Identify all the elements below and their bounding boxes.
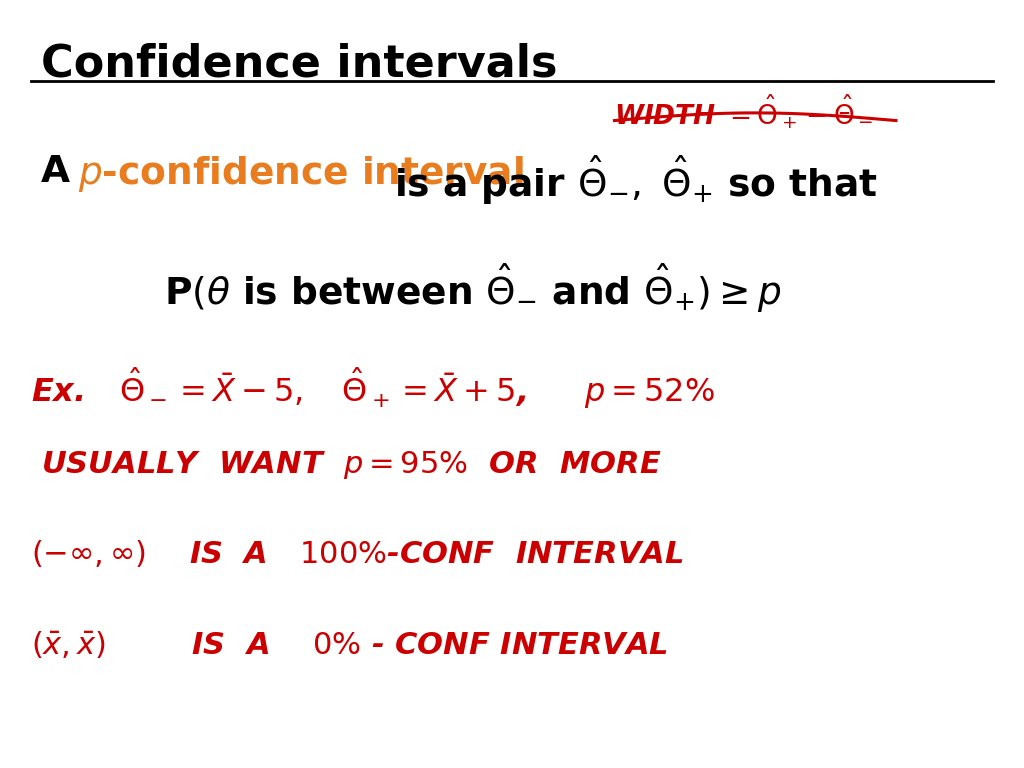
Text: Confidence intervals: Confidence intervals: [41, 42, 557, 85]
Text: $p$-confidence interval: $p$-confidence interval: [78, 154, 523, 194]
Text: WIDTH $= \hat{\Theta}_+ - \hat{\Theta}_-$: WIDTH $= \hat{\Theta}_+ - \hat{\Theta}_-…: [614, 92, 873, 131]
Text: A: A: [41, 154, 83, 190]
Text: $\mathbf{P}(\theta$ is between $\hat{\Theta}_{-}$ and $\hat{\Theta}_{+}) \geq p$: $\mathbf{P}(\theta$ is between $\hat{\Th…: [164, 261, 781, 315]
Text: USUALLY  WANT  $p = 95\%$  OR  MORE: USUALLY WANT $p = 95\%$ OR MORE: [41, 449, 662, 482]
Text: is a pair $\hat{\Theta}_{-},\ \hat{\Theta}_{+}$ so that: is a pair $\hat{\Theta}_{-},\ \hat{\Thet…: [394, 154, 878, 207]
Text: $(-\infty,\infty)$    IS  A   $100\%$-CONF  INTERVAL: $(-\infty,\infty)$ IS A $100\%$-CONF INT…: [31, 538, 683, 568]
Text: Ex.   $\hat{\Theta}_- = \bar{X}-5,\quad\hat{\Theta}_+ = \bar{X}+5$,     $p = 52\: Ex. $\hat{\Theta}_- = \bar{X}-5,\quad\ha…: [31, 365, 715, 411]
Text: $(\bar{x},\bar{x})$        IS  A    $0\%$ - CONF INTERVAL: $(\bar{x},\bar{x})$ IS A $0\%$ - CONF IN…: [31, 630, 668, 661]
